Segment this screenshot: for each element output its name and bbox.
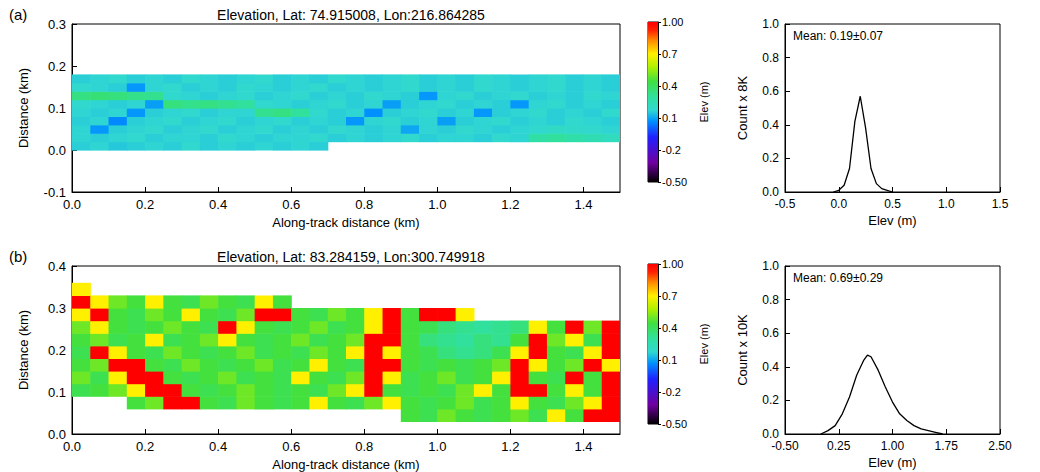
svg-text:0.4: 0.4 xyxy=(662,80,677,92)
svg-text:0.0: 0.0 xyxy=(47,426,66,442)
svg-text:0.1: 0.1 xyxy=(48,385,66,400)
svg-text:0.2: 0.2 xyxy=(762,393,779,407)
svg-text:1.2: 1.2 xyxy=(501,197,519,212)
svg-text:0.0: 0.0 xyxy=(762,185,779,199)
svg-text:Mean: 0.19±0.07: Mean: 0.19±0.07 xyxy=(793,29,883,43)
svg-text:1.0: 1.0 xyxy=(428,439,446,454)
svg-text:0.2: 0.2 xyxy=(136,197,154,212)
svg-text:0.6: 0.6 xyxy=(282,197,300,212)
svg-text:0.6: 0.6 xyxy=(762,326,779,340)
svg-text:0.6: 0.6 xyxy=(282,439,300,454)
svg-text:1.00: 1.00 xyxy=(662,16,683,28)
svg-text:1.0: 1.0 xyxy=(762,17,779,31)
svg-text:1.75: 1.75 xyxy=(935,439,959,453)
svg-text:0.3: 0.3 xyxy=(48,17,66,32)
svg-text:0.7: 0.7 xyxy=(662,48,677,60)
svg-text:Count x 10K: Count x 10K xyxy=(735,314,750,386)
svg-text:-0.1: -0.1 xyxy=(43,184,66,200)
svg-text:1.00: 1.00 xyxy=(881,439,905,453)
svg-text:Elev (m): Elev (m) xyxy=(868,213,916,228)
svg-text:0.2: 0.2 xyxy=(136,439,154,454)
svg-text:0.1: 0.1 xyxy=(662,354,677,366)
svg-text:1.5: 1.5 xyxy=(992,197,1009,211)
svg-text:0.8: 0.8 xyxy=(762,293,779,307)
svg-text:-0.50: -0.50 xyxy=(662,418,687,430)
svg-text:-0.2: -0.2 xyxy=(662,386,681,398)
svg-text:1.4: 1.4 xyxy=(574,439,592,454)
svg-text:Count x 8K: Count x 8K xyxy=(735,76,750,141)
svg-text:(b): (b) xyxy=(9,248,27,265)
svg-text:0.7: 0.7 xyxy=(662,290,677,302)
svg-text:0.8: 0.8 xyxy=(355,439,373,454)
svg-text:0.4: 0.4 xyxy=(762,360,779,374)
svg-text:0.2: 0.2 xyxy=(762,151,779,165)
svg-text:Elevation, Lat: 83.284159, Lon: Elevation, Lat: 83.284159, Lon:300.74991… xyxy=(217,249,485,265)
svg-text:Elev (m): Elev (m) xyxy=(698,82,710,123)
svg-text:(a): (a) xyxy=(9,6,27,23)
svg-text:Mean: 0.69±0.29: Mean: 0.69±0.29 xyxy=(793,271,883,285)
svg-text:2.50: 2.50 xyxy=(988,439,1012,453)
svg-text:0.1: 0.1 xyxy=(662,112,677,124)
svg-text:-0.5: -0.5 xyxy=(775,197,796,211)
svg-text:Along-track distance (km): Along-track distance (km) xyxy=(272,457,419,472)
svg-text:0.4: 0.4 xyxy=(48,259,66,274)
svg-text:0.8: 0.8 xyxy=(355,197,373,212)
svg-text:Distance (km): Distance (km) xyxy=(16,68,31,148)
svg-text:1.4: 1.4 xyxy=(574,197,592,212)
svg-text:0.3: 0.3 xyxy=(48,301,66,316)
svg-text:Elev (m): Elev (m) xyxy=(868,455,916,470)
svg-text:0.4: 0.4 xyxy=(662,322,677,334)
svg-text:0.0: 0.0 xyxy=(48,143,66,158)
svg-text:0.1: 0.1 xyxy=(48,101,66,116)
svg-text:Elev (m): Elev (m) xyxy=(698,324,710,365)
svg-text:1.0: 1.0 xyxy=(428,197,446,212)
svg-text:0.4: 0.4 xyxy=(209,197,227,212)
svg-text:0.8: 0.8 xyxy=(762,51,779,65)
svg-text:0.2: 0.2 xyxy=(48,343,66,358)
svg-text:0.5: 0.5 xyxy=(884,197,901,211)
svg-text:1.0: 1.0 xyxy=(762,259,779,273)
svg-text:0.0: 0.0 xyxy=(63,439,81,454)
svg-text:0.0: 0.0 xyxy=(63,197,81,212)
svg-text:-0.50: -0.50 xyxy=(771,439,799,453)
svg-text:0.0: 0.0 xyxy=(830,197,847,211)
svg-text:1.2: 1.2 xyxy=(501,439,519,454)
svg-text:0.0: 0.0 xyxy=(762,427,779,441)
svg-text:-0.2: -0.2 xyxy=(662,144,681,156)
svg-text:0.25: 0.25 xyxy=(827,439,851,453)
svg-text:0.4: 0.4 xyxy=(762,118,779,132)
svg-text:Elevation, Lat: 74.915008, Lon: Elevation, Lat: 74.915008, Lon:216.86428… xyxy=(217,7,485,23)
svg-text:0.6: 0.6 xyxy=(762,84,779,98)
svg-text:0.4: 0.4 xyxy=(209,439,227,454)
svg-text:Along-track distance (km): Along-track distance (km) xyxy=(272,215,419,230)
svg-text:Distance (km): Distance (km) xyxy=(16,310,31,390)
svg-text:1.00: 1.00 xyxy=(662,258,683,270)
svg-text:0.2: 0.2 xyxy=(48,59,66,74)
svg-text:-0.50: -0.50 xyxy=(662,176,687,188)
svg-text:1.0: 1.0 xyxy=(938,197,955,211)
